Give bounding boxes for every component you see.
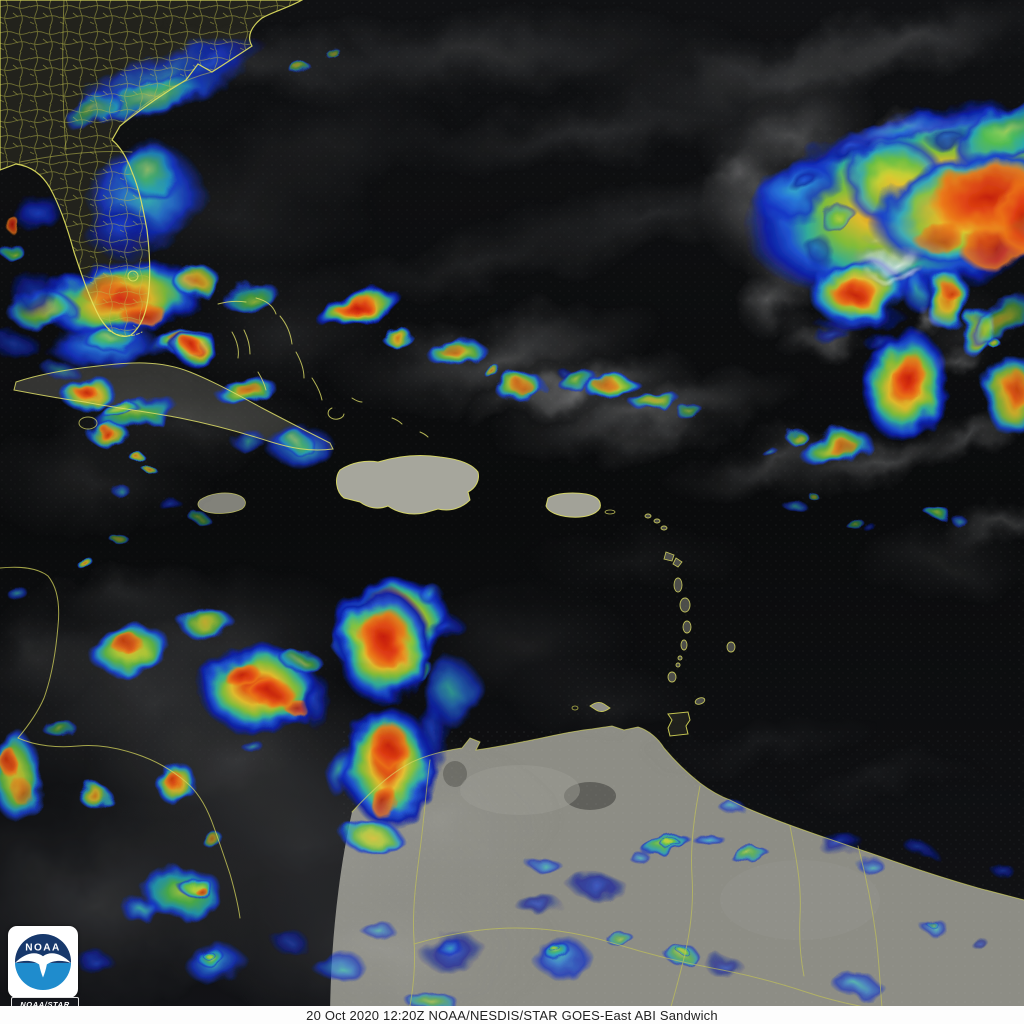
noaa-logo-text: NOAA bbox=[25, 942, 61, 953]
noaa-seal: NOAA bbox=[8, 926, 78, 998]
south-america-borders bbox=[405, 759, 883, 1024]
noaa-seal-icon: NOAA bbox=[14, 933, 72, 991]
bahamas-outlines bbox=[217, 297, 429, 438]
lesser-antilles bbox=[644, 513, 736, 705]
noaa-logo: NOAA NOAA/STAR bbox=[8, 926, 98, 1016]
caption-text: 20 Oct 2020 12:20Z NOAA/NESDIS/STAR GOES… bbox=[306, 1007, 718, 1023]
noaa-star-badge-label: NOAA/STAR bbox=[20, 999, 70, 1009]
storm-dry-slot-clouds bbox=[796, 111, 1014, 371]
seagull-icon bbox=[14, 953, 72, 978]
caption-bar: 20 Oct 2020 12:20Z NOAA/NESDIS/STAR GOES… bbox=[0, 1006, 1024, 1024]
